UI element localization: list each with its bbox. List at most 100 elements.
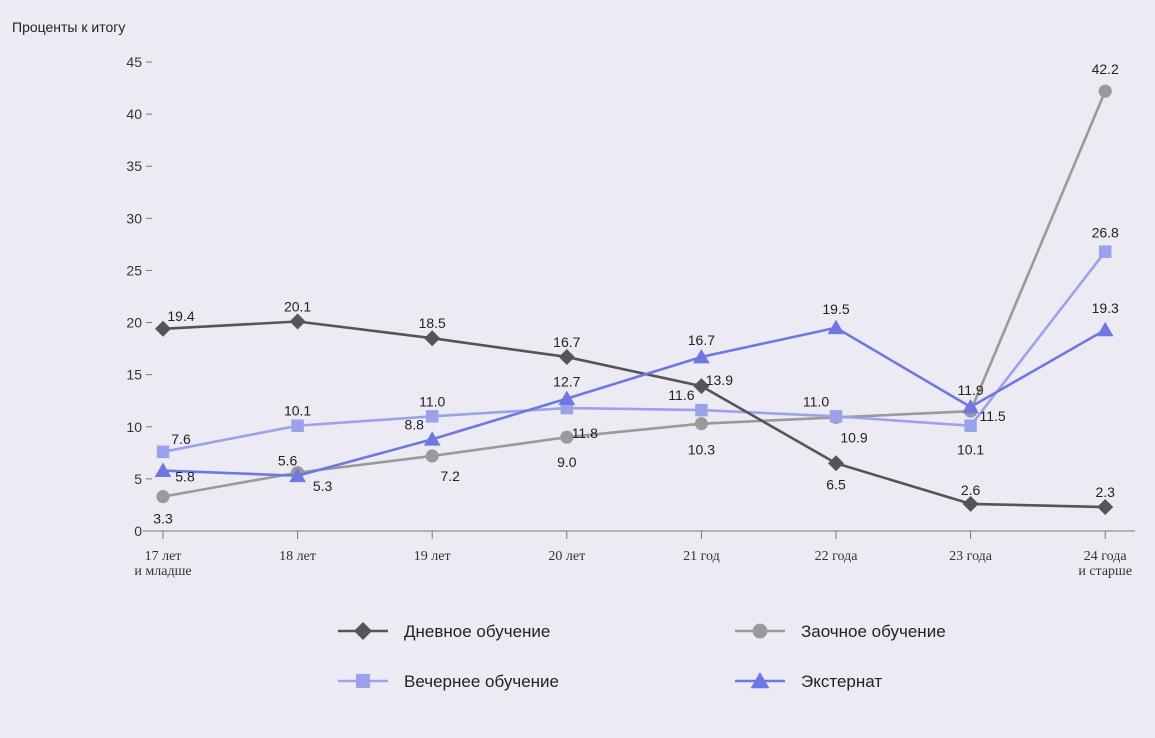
data-point [289,313,306,330]
y-tick-label: 40 [126,106,142,122]
data-point [1098,84,1112,98]
data-label: 20.1 [284,299,311,315]
data-point [155,320,171,337]
data-label: 11.0 [803,393,829,409]
y-tick-label: 5 [134,471,142,487]
data-point [425,410,439,423]
data-point [423,431,441,446]
x-tick-label: 24 года и старше [1078,549,1132,579]
legend-label: Дневное обучение [404,622,550,641]
data-label: 13.9 [706,372,733,388]
data-label: 11.0 [419,393,445,409]
data-point [291,419,304,432]
series-triangle [154,319,1114,483]
axes: 0 5 10 15 20 25 30 35 40 45 17 лет и младше 18 лет 19… [126,54,1135,579]
legend-label: Заочное обучение [801,622,946,641]
legend-label: Экстернат [801,672,882,691]
data-label: 19.4 [167,308,194,324]
data-label: 16.7 [553,334,580,350]
data-label: 11.6 [668,387,694,403]
data-label: 3.3 [153,511,173,527]
series-line [162,90,1107,498]
data-point [156,445,170,459]
data-point [828,455,844,472]
data-point [693,348,710,364]
data-label: 10.1 [957,442,984,458]
series-diamond [155,313,1114,516]
series-line [162,326,1106,478]
data-point [1096,321,1114,337]
data-point [424,330,441,347]
x-tick-label: 18 лет [279,549,316,564]
x-tick-label: 21 год [683,549,720,564]
data-point [693,378,710,395]
legend-label: Вечернее обучение [404,672,559,691]
x-tick-label: 17 лет и младше [134,549,191,579]
y-axis-label: Проценты к итогу [12,19,125,35]
data-label: 18.5 [419,315,446,331]
data-label: 11.9 [957,382,983,398]
y-tick-label: 15 [126,367,142,383]
data-label: 2.3 [1095,484,1115,500]
x-tick-label: 19 лет [414,549,451,564]
data-point [156,490,170,504]
data-label: 10.9 [840,429,867,445]
legend-item: Дневное обучение [338,622,550,641]
data-point [558,390,576,406]
legend-item: Заочное обучение [735,622,946,641]
data-label: 6.5 [826,476,846,492]
data-point [560,430,574,444]
data-label: 5.8 [175,469,195,485]
y-tick-label: 0 [134,523,142,539]
data-point [962,398,979,414]
x-tick-label: 20 лет [548,549,585,564]
y-tick-label: 30 [126,210,142,226]
data-point [962,495,979,512]
data-label: 19.5 [822,301,849,317]
legend-marker [752,623,768,639]
data-point [827,319,845,335]
data-label: 2.6 [961,482,981,498]
y-tick-label: 45 [126,54,142,70]
y-tick-label: 10 [126,419,142,435]
legend-item: Вечернее обучение [338,672,559,691]
data-label: 42.2 [1092,61,1119,77]
legend-item: Экстернат [735,672,882,691]
data-label: 5.3 [313,478,333,494]
data-label: 12.7 [553,374,580,390]
data-label: 26.8 [1092,225,1119,241]
data-point [558,348,575,365]
series-lines [154,84,1114,516]
data-label: 8.8 [404,416,424,432]
data-label: 5.6 [278,453,298,469]
series-line [162,250,1107,454]
data-label: 16.7 [688,332,715,348]
data-point [1098,245,1112,258]
data-label: 7.6 [171,431,191,447]
series-line [162,320,1106,509]
data-label: 11.8 [572,425,598,441]
data-label: 7.2 [440,468,460,484]
legend: Дневное обучение Заочное обучение Вечернее… [338,622,946,691]
y-tick-label: 35 [126,158,142,174]
y-tick-label: 25 [126,262,142,278]
y-tick-label: 20 [126,315,142,331]
data-point [829,410,843,423]
series-circle [156,84,1112,504]
series-square [156,245,1112,459]
data-point [1097,499,1114,516]
data-point [695,403,708,417]
data-label: 19.3 [1092,300,1119,316]
x-tick-label: 23 года [949,549,993,564]
legend-marker [750,672,770,689]
data-label: 10.3 [688,442,715,458]
data-point [154,462,172,477]
data-label: 10.1 [284,403,311,419]
data-labels: 19.4 20.1 18.5 16.7 13.9 6.5 2.6 2.3 3.3 5.6 7.2 9.… [153,61,1119,526]
data-label: 11.5 [979,408,1005,424]
legend-marker [355,673,371,689]
x-tick-label: 22 года [815,549,859,564]
data-point [289,467,306,483]
legend-marker [354,622,372,640]
